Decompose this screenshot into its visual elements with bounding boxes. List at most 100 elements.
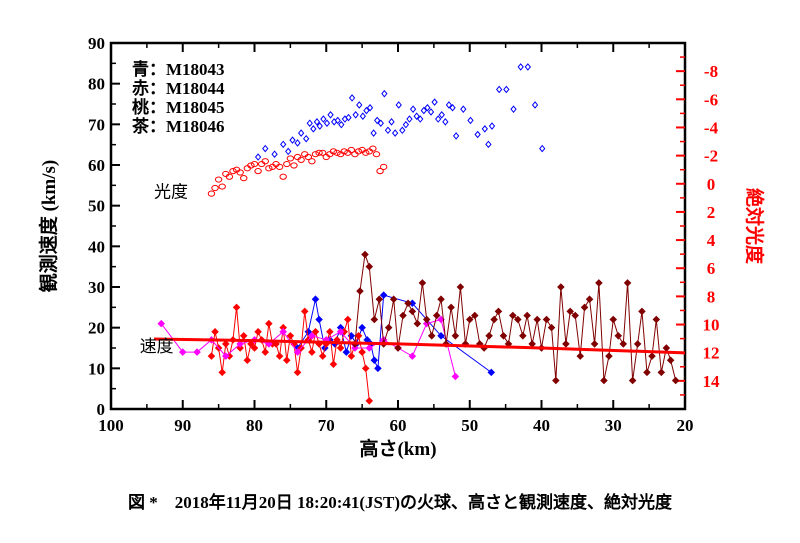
data-point — [474, 130, 481, 139]
data-point — [232, 303, 241, 312]
data-point — [308, 332, 316, 340]
y2-tick-label: 12 — [703, 344, 720, 363]
data-point — [239, 332, 248, 340]
x-tick-label: 20 — [677, 416, 694, 435]
data-point — [286, 155, 295, 162]
data-point — [344, 315, 352, 324]
data-point — [485, 140, 492, 149]
data-point — [488, 122, 496, 130]
data-point — [311, 295, 320, 303]
data-point — [236, 344, 244, 352]
data-point — [323, 119, 331, 128]
data-point — [306, 119, 313, 128]
data-point — [250, 344, 259, 352]
data-point — [372, 151, 381, 158]
x-tick-label: 80 — [246, 416, 263, 435]
data-point — [229, 168, 237, 175]
annotation: 光度 — [154, 183, 188, 202]
y-tick-label: 40 — [88, 237, 105, 256]
data-point — [214, 176, 223, 183]
data-point — [467, 116, 474, 125]
figure-caption: 図 * 2018年11月20日 18:20:41(JST)の火球、高さと観測速度… — [128, 493, 672, 512]
y2-tick-label: -8 — [704, 62, 718, 81]
data-point — [318, 149, 327, 156]
data-point — [517, 63, 524, 71]
series-line — [297, 294, 492, 373]
data-point — [261, 348, 270, 356]
data-point — [395, 101, 402, 109]
data-point — [384, 323, 393, 332]
data-point — [481, 125, 488, 133]
legend-entry: 赤：M18044 — [132, 78, 225, 98]
data-point — [222, 340, 230, 348]
data-point — [418, 279, 427, 287]
data-point — [362, 149, 370, 156]
data-point — [562, 340, 570, 348]
data-point — [437, 295, 445, 303]
x-tick-label: 90 — [174, 416, 191, 435]
data-point — [315, 149, 323, 156]
data-point — [494, 307, 503, 316]
data-point — [243, 356, 252, 364]
data-point — [157, 319, 165, 328]
data-point — [334, 116, 341, 125]
data-point — [250, 160, 259, 168]
data-point — [379, 291, 388, 299]
data-point — [384, 126, 392, 135]
data-point — [329, 148, 338, 155]
data-point — [279, 173, 287, 180]
x-tick-label: 100 — [98, 416, 124, 435]
data-point — [666, 356, 675, 364]
data-point — [358, 323, 366, 332]
data-point — [218, 368, 226, 377]
data-point — [365, 397, 374, 405]
series-6 — [154, 337, 686, 355]
data-point — [311, 327, 320, 336]
data-point — [377, 119, 384, 128]
data-point — [422, 315, 431, 324]
data-point — [265, 340, 273, 348]
data-point — [211, 184, 219, 192]
data-point — [408, 307, 417, 316]
data-point — [265, 319, 273, 328]
data-point — [313, 118, 321, 126]
data-point — [431, 98, 438, 106]
data-point — [262, 144, 269, 153]
data-point — [356, 287, 364, 295]
data-point — [451, 332, 460, 340]
data-point — [293, 368, 302, 377]
data-point — [449, 103, 456, 112]
data-point — [499, 332, 508, 340]
data-point — [340, 148, 348, 155]
data-point — [552, 376, 560, 385]
data-point — [358, 348, 366, 356]
data-point — [347, 352, 356, 360]
series-4 — [157, 315, 460, 381]
data-point — [311, 151, 320, 158]
data-point — [514, 315, 522, 324]
data-point — [370, 129, 377, 137]
data-point — [326, 327, 334, 336]
data-point — [438, 111, 445, 119]
data-point — [662, 344, 671, 352]
data-point — [648, 352, 656, 360]
data-point — [247, 340, 255, 348]
data-point — [225, 173, 234, 180]
y2-tick-label: 6 — [707, 259, 716, 278]
data-point — [272, 340, 280, 348]
data-point — [623, 279, 632, 287]
data-point — [285, 147, 292, 156]
data-point — [509, 311, 517, 320]
annotation: 速度 — [140, 337, 174, 356]
data-point — [503, 85, 510, 94]
data-point — [442, 118, 449, 126]
data-point — [271, 150, 278, 158]
data-point — [366, 103, 374, 112]
data-point — [280, 140, 287, 149]
data-point — [374, 364, 382, 373]
y2-tick-label: -4 — [704, 118, 719, 137]
series-line — [154, 337, 686, 355]
data-point — [542, 315, 551, 324]
data-point — [254, 153, 262, 161]
data-point — [590, 340, 599, 348]
